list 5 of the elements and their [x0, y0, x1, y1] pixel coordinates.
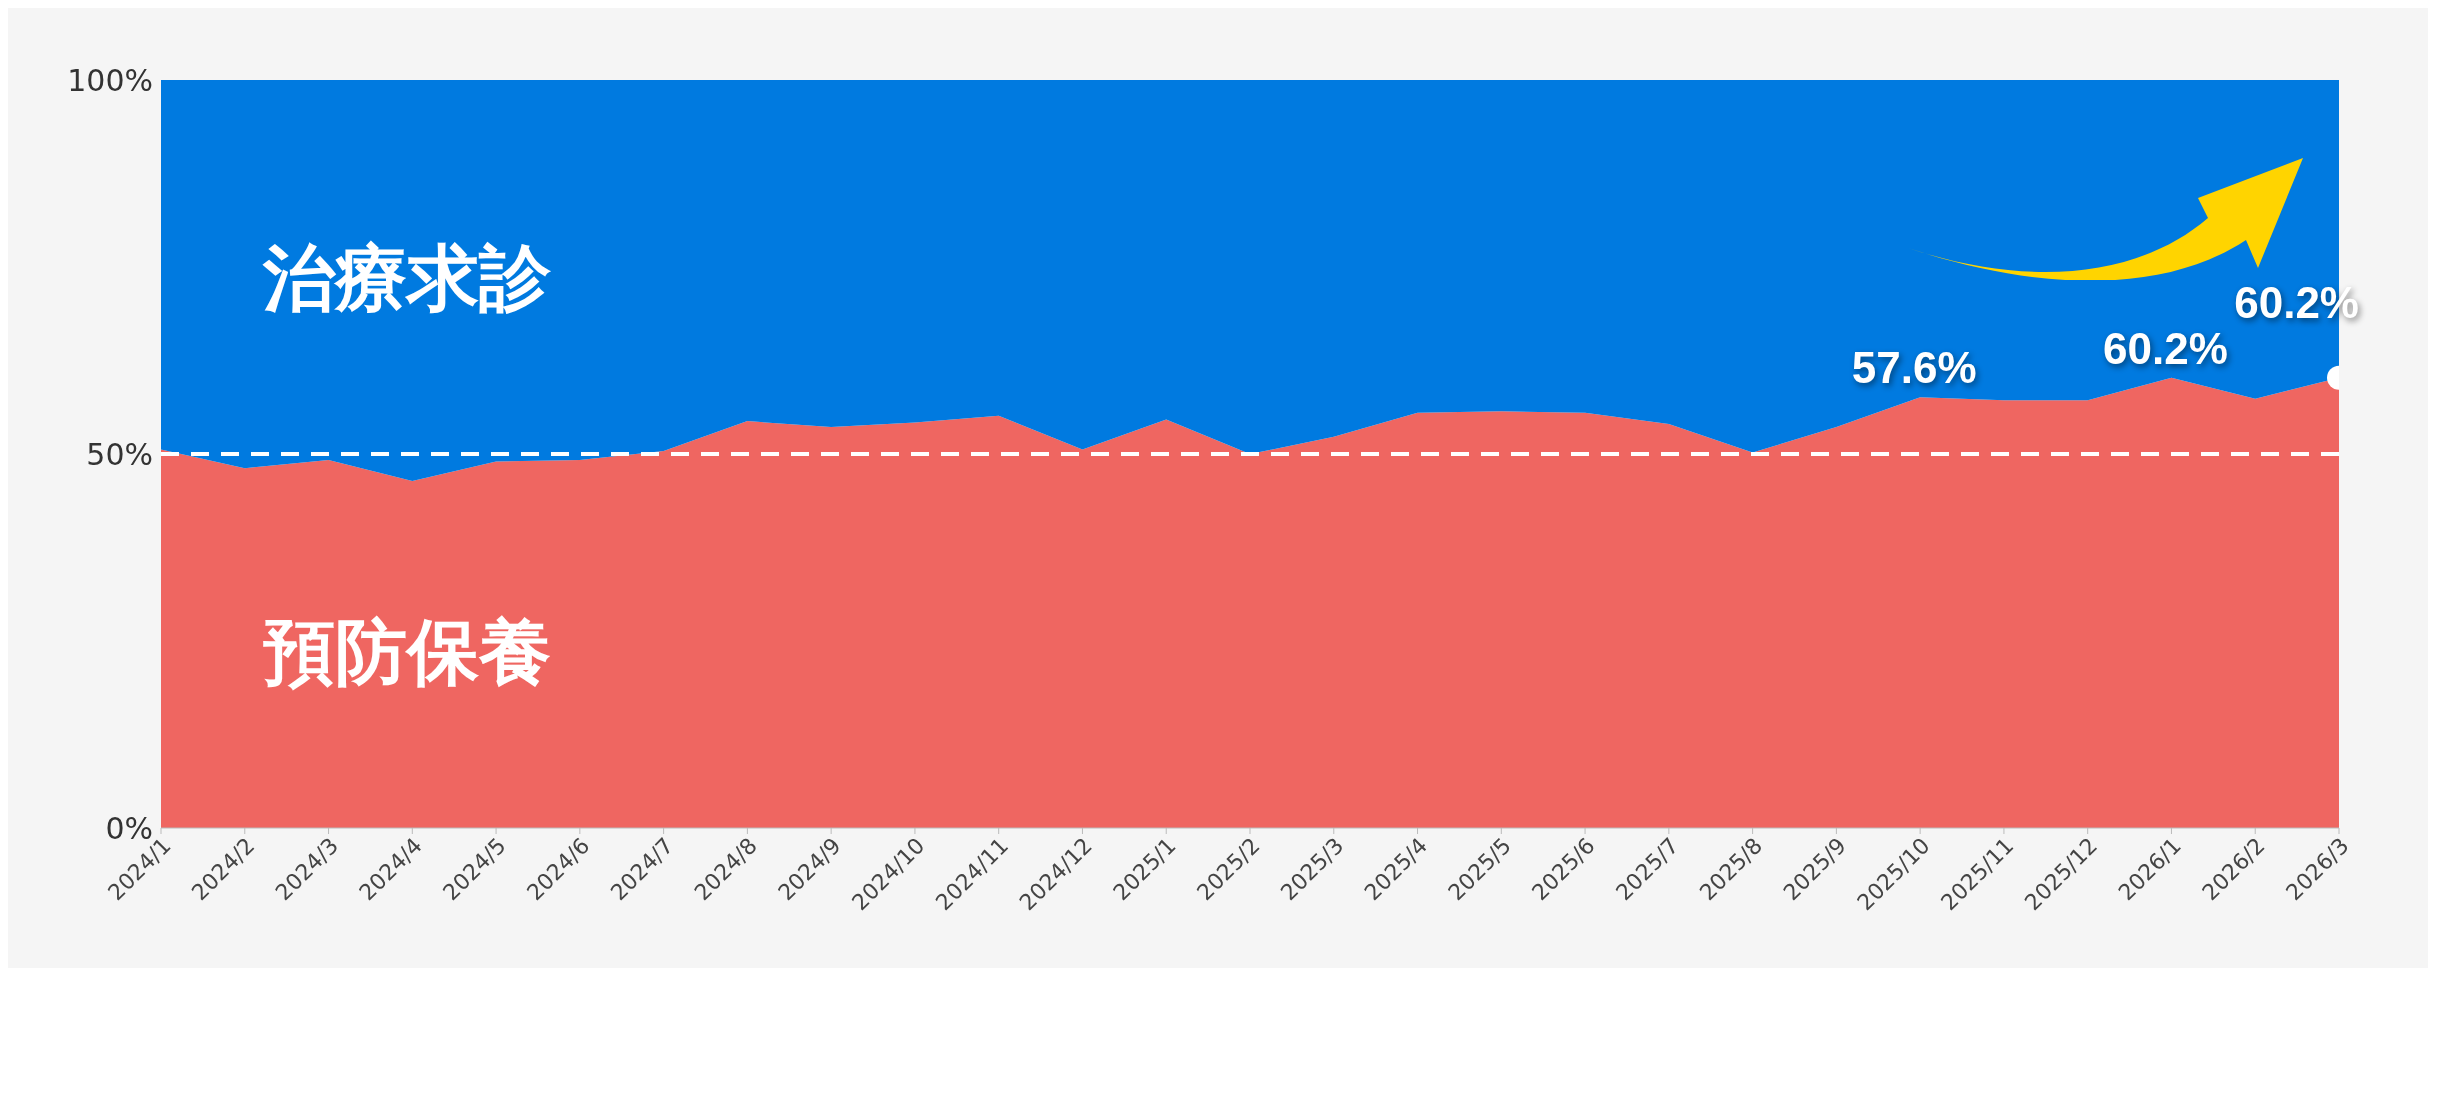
y-tick-label: 100%: [67, 62, 153, 98]
y-tick-label: 0%: [105, 810, 153, 846]
series-label: 治療求診: [262, 235, 551, 322]
data-label: 60.2%: [2103, 323, 2228, 373]
y-tick-label: 50%: [86, 436, 153, 472]
